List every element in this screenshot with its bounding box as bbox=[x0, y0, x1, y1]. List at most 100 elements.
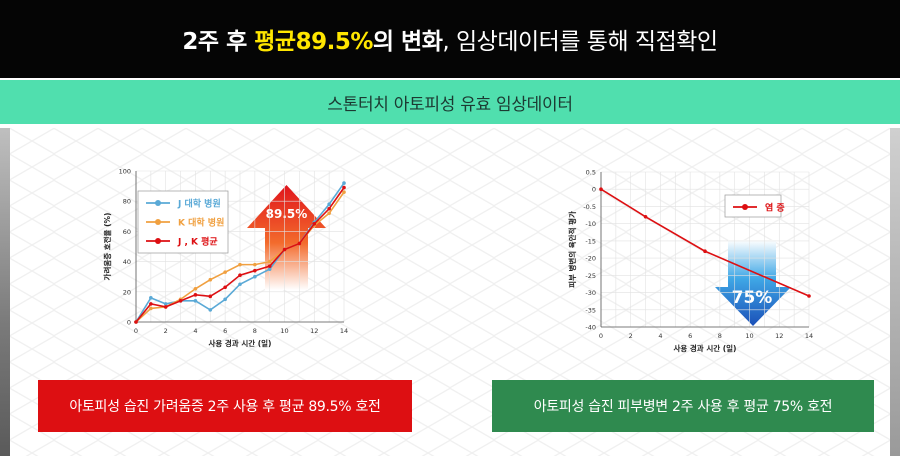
legend-label: K 대학 병원 bbox=[178, 217, 224, 229]
y-tick-label: 20 bbox=[123, 288, 131, 296]
x-tick-label: 0 bbox=[134, 327, 138, 335]
data-point bbox=[703, 249, 707, 254]
data-point bbox=[267, 259, 272, 264]
data-point bbox=[223, 297, 227, 302]
x-tick-label: 10 bbox=[280, 327, 288, 335]
y-axis-label: 피부 병변의 육안적 평가 bbox=[567, 211, 577, 288]
data-point bbox=[599, 187, 603, 192]
arrow-label: 75% bbox=[732, 288, 773, 308]
y-tick-label: -40 bbox=[585, 324, 596, 332]
data-point bbox=[193, 286, 198, 291]
x-tick-label: 10 bbox=[745, 332, 753, 340]
arrow-annotation: 89.5% bbox=[247, 185, 326, 290]
data-point bbox=[134, 320, 138, 324]
itch-improvement-chart: 89.5% 0 2 4 6 8 10 12 14 0 20 40 60 80 100 사용 경과 시간 (일… bbox=[102, 168, 348, 349]
page-title: 2주 후 평균89.5%의 변화, 임상데이터를 통해 직접확인 bbox=[182, 22, 718, 56]
data-point bbox=[312, 222, 317, 226]
legend-label: J 대학 병원 bbox=[177, 198, 221, 210]
right-border-shade bbox=[890, 128, 900, 456]
data-point bbox=[149, 302, 153, 306]
data-point bbox=[327, 206, 331, 211]
data-point bbox=[149, 296, 153, 300]
y-tick-label: 40 bbox=[123, 258, 131, 266]
legend-marker bbox=[155, 238, 161, 244]
x-tick-label: 8 bbox=[253, 327, 257, 335]
x-tick-label: 4 bbox=[658, 332, 662, 340]
legend-label: J , K 평균 bbox=[177, 236, 218, 248]
data-point bbox=[208, 294, 213, 299]
legend-marker bbox=[155, 200, 161, 206]
data-point bbox=[342, 181, 346, 185]
legend-label: 염 증 bbox=[765, 202, 785, 214]
data-point bbox=[807, 294, 811, 298]
x-tick-label: 6 bbox=[223, 327, 227, 335]
data-point bbox=[253, 268, 257, 273]
x-axis-label: 사용 경과 시간 (일) bbox=[674, 343, 737, 353]
data-point bbox=[327, 202, 331, 207]
data-point bbox=[178, 299, 183, 303]
y-tick-label: 80 bbox=[123, 198, 131, 206]
lesion-evaluation-chart: 75% 0 2 4 6 8 10 12 14 0.5 0 -0.5 -10 -15 -20 -25 -30 -3… bbox=[567, 169, 813, 354]
y-tick-label: -15 bbox=[585, 237, 596, 245]
title-part-c: 의 변화 bbox=[372, 29, 443, 55]
y-tick-label: 0 bbox=[127, 319, 131, 327]
arrow-annotation: 75% bbox=[715, 240, 791, 326]
y-tick-label: 60 bbox=[123, 228, 131, 236]
x-tick-label: 0 bbox=[599, 332, 603, 340]
data-point bbox=[342, 185, 346, 190]
x-tick-label: 2 bbox=[629, 332, 633, 340]
data-point bbox=[163, 305, 168, 309]
data-point bbox=[327, 211, 331, 216]
y-tick-label: -20 bbox=[585, 255, 596, 263]
title-highlight: 평균89.5% bbox=[254, 29, 373, 55]
y-tick-label: 0 bbox=[592, 186, 596, 194]
data-point bbox=[267, 264, 272, 268]
data-point bbox=[223, 270, 227, 274]
data-point bbox=[253, 274, 257, 279]
x-tick-label: 12 bbox=[310, 327, 318, 335]
y-tick-label: -10 bbox=[585, 220, 596, 228]
data-point bbox=[149, 306, 153, 311]
title-part-a: 2주 후 bbox=[182, 29, 255, 55]
legend-marker bbox=[742, 204, 748, 210]
data-point bbox=[267, 267, 272, 271]
data-point bbox=[643, 214, 648, 219]
x-tick-label: 6 bbox=[688, 332, 692, 340]
data-point bbox=[208, 308, 213, 312]
data-point bbox=[208, 277, 213, 282]
x-tick-label: 14 bbox=[805, 332, 813, 340]
y-tick-label: 100 bbox=[119, 168, 131, 176]
up-arrow bbox=[247, 185, 326, 290]
y-tick-label: 0.5 bbox=[586, 169, 596, 177]
data-point bbox=[193, 299, 198, 303]
y-axis-label: 가려움증 호전율 (%) bbox=[102, 213, 112, 281]
x-tick-label: 12 bbox=[775, 332, 783, 340]
x-axis-label: 사용 경과 시간 (일) bbox=[209, 338, 272, 348]
left-border-shade bbox=[0, 128, 10, 456]
y-tick-label: -25 bbox=[585, 272, 596, 280]
legend-marker bbox=[155, 219, 161, 225]
caption-right: 아토피성 습진 피부병변 2주 사용 후 평균 75% 호전 bbox=[492, 380, 874, 432]
data-point bbox=[238, 273, 242, 277]
data-point bbox=[253, 262, 257, 267]
title-part-d: , 임상데이터를 통해 직접확인 bbox=[442, 29, 718, 55]
x-tick-label: 14 bbox=[340, 327, 348, 335]
series-line bbox=[600, 188, 810, 297]
data-point bbox=[238, 282, 242, 287]
data-point bbox=[163, 302, 168, 306]
data-point bbox=[238, 262, 242, 267]
x-tick-label: 4 bbox=[193, 327, 197, 335]
header-bar: 2주 후 평균89.5%의 변화, 임상데이터를 통해 직접확인 bbox=[0, 0, 900, 78]
x-tick-label: 2 bbox=[164, 327, 168, 335]
down-arrow bbox=[715, 240, 791, 326]
x-tick-label: 8 bbox=[718, 332, 722, 340]
y-tick-label: -35 bbox=[585, 306, 596, 314]
section-title: 스톤터치 아토피성 유효 임상데이터 bbox=[327, 94, 573, 115]
caption-left: 아토피성 습진 가려움증 2주 사용 후 평균 89.5% 호전 bbox=[38, 380, 412, 432]
data-point bbox=[193, 293, 198, 297]
data-point bbox=[297, 241, 302, 246]
arrow-label: 89.5% bbox=[266, 207, 308, 221]
legend-box bbox=[724, 194, 782, 218]
data-point bbox=[342, 190, 346, 194]
data-point bbox=[223, 285, 227, 290]
